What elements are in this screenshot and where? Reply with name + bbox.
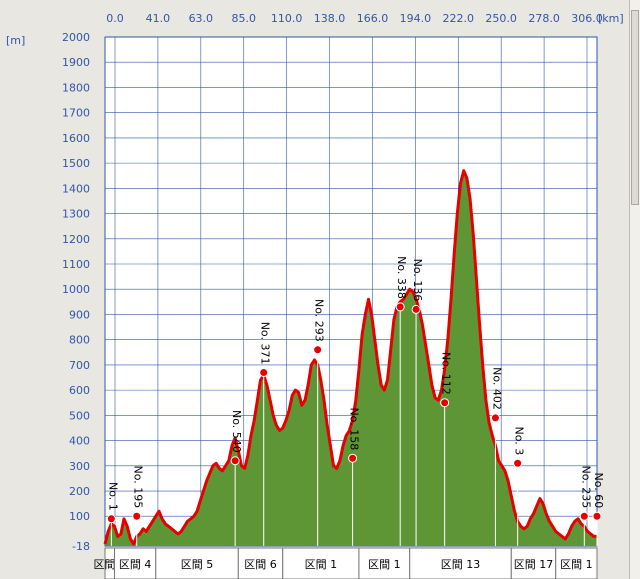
marker-label: No. 158 (348, 407, 361, 450)
y-tick-label: 1600 (62, 132, 90, 145)
y-tick-label: 500 (69, 409, 90, 422)
marker-point (579, 511, 589, 521)
y-tick-label: -18 (72, 540, 90, 553)
marker-point (440, 398, 450, 408)
marker-point (313, 345, 323, 355)
section-cell (555, 547, 598, 579)
elevation-line (103, 169, 597, 546)
section-cell (358, 547, 411, 579)
marker-label: No. 112 (440, 352, 453, 395)
y-tick-label: 1500 (62, 157, 90, 170)
marker-label: No. 136 (411, 259, 424, 302)
marker-point (513, 458, 523, 468)
y-tick-label: 700 (69, 359, 90, 372)
y-tick-label: 100 (69, 510, 90, 523)
marker-label: No. 371 (259, 322, 272, 365)
y-tick-label: 1300 (62, 208, 90, 221)
x-tick-label: 250.0 (485, 12, 517, 25)
section-label: 区間 5 (181, 558, 214, 571)
y-tick-label: 1100 (62, 258, 90, 271)
section-cell (237, 547, 284, 579)
vertical-scrollbar[interactable] (629, 0, 640, 579)
y-tick-label: 1200 (62, 233, 90, 246)
marker-label: No. 293 (313, 299, 326, 342)
x-tick-label: 138.0 (314, 12, 346, 25)
y-tick-label: 1800 (62, 81, 90, 94)
marker-label: No. 60 (592, 472, 605, 508)
marker-point (106, 514, 116, 524)
section-label: 区間 4 (119, 558, 152, 571)
marker-label: No. 402 (490, 367, 503, 410)
x-tick-label: 222.0 (443, 12, 475, 25)
section-label: 区間 1 (368, 558, 401, 571)
marker-label: No. 1 (106, 482, 119, 511)
section-label: 区間 13 (441, 558, 481, 571)
x-tick-label: 0.0 (106, 12, 124, 25)
x-tick-label: 306.0 (571, 12, 603, 25)
marker-point (230, 456, 240, 466)
y-tick-label: 200 (69, 485, 90, 498)
section-label: 区間 17 (514, 558, 554, 571)
x-tick-label: 166.0 (357, 12, 389, 25)
marker-label: No. 338 (395, 256, 408, 299)
y-tick-label: 1900 (62, 56, 90, 69)
section-label: 区間 1 (305, 558, 338, 571)
y-tick-label: 1000 (62, 283, 90, 296)
marker-label: No. 540 (230, 410, 243, 453)
x-tick-label: 110.0 (271, 12, 303, 25)
marker-point (490, 413, 500, 423)
y-unit-label: [m] (6, 34, 25, 47)
marker-label: No. 195 (132, 465, 145, 508)
y-tick-label: 600 (69, 384, 90, 397)
marker-label: No. 235 (579, 465, 592, 508)
marker-point (348, 453, 358, 463)
y-tick-label: 300 (69, 460, 90, 473)
x-tick-label: 63.0 (189, 12, 214, 25)
scrollbar-thumb[interactable] (631, 10, 639, 205)
x-tick-label: 194.0 (400, 12, 432, 25)
marker-point (592, 511, 602, 521)
y-tick-label: 2000 (62, 31, 90, 44)
y-tick-label: 1400 (62, 182, 90, 195)
x-tick-label: 41.0 (146, 12, 171, 25)
y-tick-label: 400 (69, 435, 90, 448)
x-tick-label: 85.0 (231, 12, 256, 25)
section-label: 区間 6 (244, 558, 277, 571)
marker-label: No. 3 (513, 427, 526, 456)
marker-point (411, 304, 421, 314)
marker-point (395, 302, 405, 312)
marker-point (259, 367, 269, 377)
section-cell (282, 547, 360, 579)
y-tick-label: 1700 (62, 107, 90, 120)
marker-point (132, 511, 142, 521)
y-tick-label: 800 (69, 334, 90, 347)
section-label: 区間 1 (560, 558, 593, 571)
x-unit-label: [km] (598, 12, 624, 25)
y-tick-label: 900 (69, 308, 90, 321)
x-tick-label: 278.0 (528, 12, 560, 25)
